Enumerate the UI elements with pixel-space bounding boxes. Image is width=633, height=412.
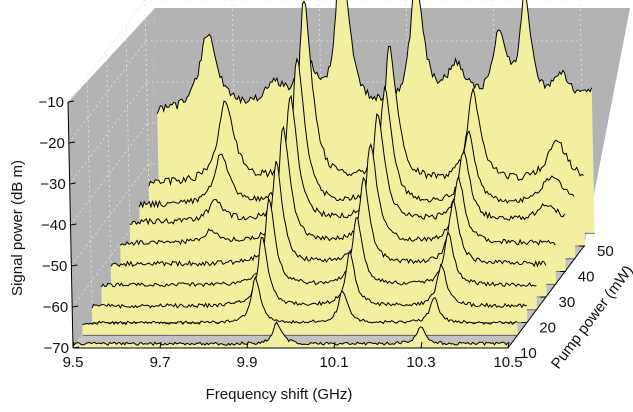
y-tick-mark bbox=[70, 223, 77, 226]
x-ticks: 9.5 9.7 9.9 10.1 10.3 10.5 bbox=[63, 341, 523, 371]
x-tick-mark bbox=[333, 341, 336, 349]
y-ticks: −70 −60 −50 −40 −30 −20 −10 bbox=[39, 94, 80, 357]
x-tick-label: 9.5 bbox=[63, 354, 84, 371]
y-tick-label: −10 bbox=[39, 94, 64, 111]
x-tick-mark bbox=[159, 341, 162, 349]
spectrum-line bbox=[148, 0, 584, 187]
y-tick-mark bbox=[72, 305, 79, 308]
y-tick-mark bbox=[69, 182, 76, 185]
x-tick-label: 9.7 bbox=[150, 354, 171, 371]
y-tick-mark bbox=[71, 264, 78, 267]
x-tick-mark bbox=[72, 341, 75, 349]
spectrum-line bbox=[110, 160, 547, 268]
z-tick-label: 20 bbox=[539, 320, 556, 337]
x-axis-label: Frequency shift (GHz) bbox=[206, 386, 353, 403]
spectra bbox=[72, 0, 595, 349]
spectrum-line bbox=[91, 236, 527, 309]
spectrum-fill bbox=[72, 322, 509, 348]
y-tick-label: −60 bbox=[43, 299, 68, 316]
y-tick-label: −50 bbox=[42, 258, 67, 275]
spectrum-line bbox=[72, 320, 509, 347]
z-tick-label: 30 bbox=[559, 294, 576, 311]
x-tick-mark bbox=[246, 341, 249, 349]
z-tick-label: 40 bbox=[578, 269, 595, 286]
y-tick-mark bbox=[68, 141, 75, 144]
spectrum-line bbox=[82, 275, 518, 326]
spectrum-line bbox=[119, 125, 556, 247]
y-tick-label: −30 bbox=[40, 176, 65, 193]
spectrum-line bbox=[156, 0, 593, 114]
spectrum-line bbox=[100, 196, 537, 288]
spectrum-line bbox=[138, 57, 575, 209]
spectrum-fill bbox=[92, 237, 528, 323]
y-tick-mark bbox=[67, 100, 75, 103]
x-tick-label: 10.1 bbox=[319, 354, 348, 371]
y-tick-mark bbox=[72, 346, 80, 349]
x-tick-mark bbox=[507, 341, 510, 349]
spectrum-fill bbox=[101, 198, 537, 310]
x-tick-mark bbox=[420, 341, 423, 349]
spectrum-15mW bbox=[82, 275, 518, 336]
x-tick-label: 9.9 bbox=[237, 354, 258, 371]
z-tick-label: 10 bbox=[520, 345, 537, 362]
y-tick-label: −20 bbox=[39, 135, 64, 152]
y-axis-label: Signal power (dB m) bbox=[9, 160, 26, 296]
spectrum-line bbox=[129, 94, 566, 226]
z-tick-label: 50 bbox=[597, 243, 614, 260]
x-tick-label: 10.3 bbox=[406, 354, 435, 371]
y-tick-label: −40 bbox=[41, 217, 66, 234]
x-tick-label: 10.5 bbox=[493, 354, 522, 371]
y-tick-label: −70 bbox=[44, 340, 69, 357]
spectrum-fill bbox=[110, 161, 547, 297]
